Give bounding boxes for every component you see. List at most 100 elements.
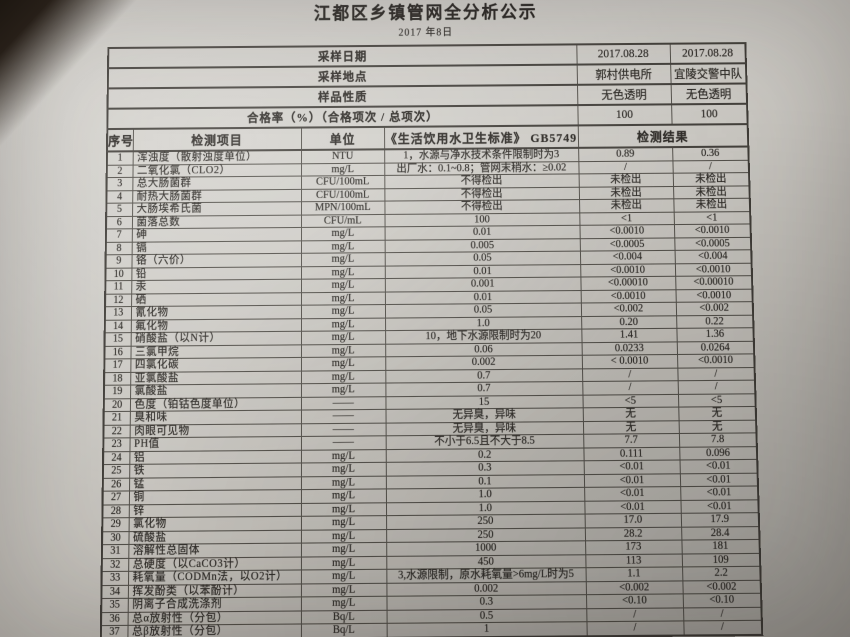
unit-cell: MPN/100mL xyxy=(301,201,385,215)
row-no-cell: 34 xyxy=(101,584,128,599)
item-name-cell: 大肠埃希氏菌 xyxy=(132,201,302,216)
row-no-cell: 37 xyxy=(100,625,128,637)
result-cell-1: 28.2 xyxy=(584,526,682,541)
result-cell-2: <0.01 xyxy=(679,472,758,487)
unit-cell: mg/L xyxy=(300,343,386,358)
result-cell-1: <0.0005 xyxy=(579,237,675,252)
row-no-cell: 32 xyxy=(101,557,129,572)
unit-cell: mg/L xyxy=(300,582,387,597)
unit-cell: —— xyxy=(300,396,386,411)
standard-cell: 1，水源与净水技术条件限制时为3 xyxy=(384,147,579,163)
result-cell-2: 181 xyxy=(681,539,760,554)
sampling-location-value-2: 宜陵交警中队 xyxy=(670,63,747,85)
unit-cell: mg/L xyxy=(300,542,387,557)
result-cell-1: <0.004 xyxy=(579,250,675,265)
item-name-cell: 硝酸盐（以N计） xyxy=(130,331,301,346)
result-cell-2: <0.002 xyxy=(675,301,754,316)
unit-cell: mg/L xyxy=(301,278,385,293)
item-name-cell: 臭和味 xyxy=(129,410,301,425)
unit-cell: mg/L xyxy=(300,304,386,319)
unit-cell: mg/L xyxy=(300,502,387,517)
column-header-no: 序号 xyxy=(107,128,134,152)
row-no-cell: 31 xyxy=(101,544,129,559)
item-name-cell: 耐热大肠菌群 xyxy=(132,188,302,204)
item-name-cell: 氯化物 xyxy=(128,516,301,532)
result-cell-1: / xyxy=(578,160,673,174)
result-cell-2: / xyxy=(677,380,756,394)
result-cell-1: 0.0233 xyxy=(581,341,678,356)
result-cell-2: / xyxy=(682,606,762,621)
standard-cell: 出厂水：0.1~0.8；管网末稍水：≥0.02 xyxy=(384,161,579,176)
result-cell-1: 1.41 xyxy=(581,328,677,343)
result-cell-2: <0.0005 xyxy=(674,236,752,251)
row-no-cell: 11 xyxy=(105,280,132,294)
item-name-cell: 铅 xyxy=(131,266,302,281)
item-name-cell: 耗氧量（CODMn法，以O2计） xyxy=(127,569,301,585)
item-name-cell: 铝 xyxy=(129,449,301,465)
item-name-cell: 浑浊度（散射浊度单位） xyxy=(132,149,302,165)
result-cell-2: 109 xyxy=(681,552,761,567)
item-name-cell: PH值 xyxy=(129,436,301,452)
result-cell-2: 28.4 xyxy=(681,526,760,541)
item-name-cell: 砷 xyxy=(131,227,302,242)
result-cell-1: < 0.0010 xyxy=(581,354,678,369)
row-no-cell: 29 xyxy=(102,517,129,532)
unit-cell: mg/L xyxy=(300,330,386,345)
result-cell-1: 无 xyxy=(582,420,679,435)
results-table-body: 1 浑浊度（散射浊度单位） NTU 1，水源与净水技术条件限制时为3 0.89 0.36 2… xyxy=(100,146,763,637)
row-no-cell: 17 xyxy=(104,358,131,373)
result-cell-2: 未检出 xyxy=(673,198,751,212)
result-cell-1: 1.1 xyxy=(585,566,683,582)
row-no-cell: 36 xyxy=(101,611,128,626)
row-no-cell: 10 xyxy=(105,267,132,281)
pass-rate-value-2: 100 xyxy=(671,103,748,125)
column-header-item: 检测项目 xyxy=(132,127,302,152)
result-cell-2: 0.096 xyxy=(679,446,758,460)
item-name-cell: 色度（铂钴色度单位） xyxy=(129,396,301,412)
row-no-cell: 25 xyxy=(102,464,130,478)
row-no-cell: 27 xyxy=(102,490,130,505)
row-no-cell: 19 xyxy=(103,385,131,399)
item-name-cell: 铁 xyxy=(129,462,301,478)
result-cell-2: <0.0010 xyxy=(673,223,751,238)
row-no-cell: 35 xyxy=(101,598,128,613)
item-name-cell: 锰 xyxy=(129,476,301,491)
result-cell-2: <0.004 xyxy=(674,249,752,264)
unit-cell: mg/L xyxy=(300,529,387,544)
sampling-date-value-2: 2017.08.28 xyxy=(669,43,746,64)
result-cell-1: 7.7 xyxy=(583,433,680,448)
item-name-cell: 总大肠菌群 xyxy=(132,176,302,191)
unit-cell: mg/L xyxy=(300,488,386,503)
document-sheet: 江都区乡镇管网全分析公示 2017 年8日 采样日期 2017.08.28 20… xyxy=(99,0,764,637)
item-name-cell: 硒 xyxy=(131,292,301,307)
result-cell-2: <0.01 xyxy=(679,459,758,474)
unit-cell: mg/L xyxy=(300,291,385,306)
item-name-cell: 阴离子合成洗涤剂 xyxy=(127,596,301,612)
unit-cell: mg/L xyxy=(300,569,387,584)
item-name-cell: 镉 xyxy=(131,240,302,255)
unit-cell: mg/L xyxy=(300,449,386,463)
item-name-cell: 菌落总数 xyxy=(131,214,302,229)
item-name-cell: 总硬度（以CaCO3计） xyxy=(128,556,301,572)
sampling-date-value-1: 2017.08.28 xyxy=(576,43,671,65)
result-cell-2: 未检出 xyxy=(672,172,750,186)
unit-cell: mg/L xyxy=(301,162,385,177)
result-cell-1: <5 xyxy=(582,393,679,408)
unit-cell: mg/L xyxy=(300,356,386,371)
result-cell-1: <0.01 xyxy=(583,473,681,488)
item-name-cell: 硫酸盐 xyxy=(128,529,301,545)
result-cell-1: / xyxy=(586,620,684,636)
row-no-cell: 5 xyxy=(106,203,133,217)
standard-cell: 3,水源限制，原水耗氧量>6mg/L时为5 xyxy=(386,567,586,583)
analysis-table: 采样日期 2017.08.28 2017.08.28 采样地点 郭村供电所 宜陵… xyxy=(99,42,764,637)
item-name-cell: 肉眼可见物 xyxy=(129,423,301,438)
result-cell-1: 0.20 xyxy=(581,315,677,330)
item-name-cell: 铬（六价） xyxy=(131,253,302,268)
row-no-cell: 7 xyxy=(105,228,132,242)
item-name-cell: 三氯甲烷 xyxy=(130,344,301,359)
result-cell-2: <0.00010 xyxy=(675,275,753,290)
result-cell-1: <0.01 xyxy=(584,486,681,501)
item-name-cell: 锌 xyxy=(128,502,301,518)
row-no-cell: 6 xyxy=(106,215,133,229)
result-cell-2: <0.10 xyxy=(682,593,762,608)
